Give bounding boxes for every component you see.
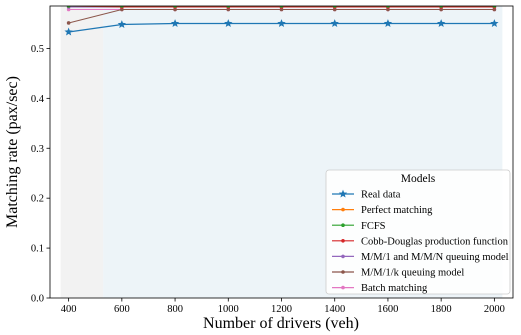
data-point-perfect-matching [386,2,390,6]
y-tick-label: 0.3 [31,144,44,155]
data-point-fcfs [226,6,231,8]
data-point-real-data [436,19,446,28]
legend-label: Real data [361,190,401,201]
data-point-fcfs [492,6,497,8]
data-point-perfect-matching [333,2,337,6]
legend-swatch-marker [341,270,345,274]
legend-item-fcfs: FCFS [332,221,386,232]
y-tick-label: 0.1 [31,244,44,255]
data-point-perfect-matching [226,2,230,6]
y-tick-label: 0.5 [31,44,44,55]
data-point-real-data [383,19,393,28]
data-point-fcfs [173,6,177,8]
series-perfect-matching [67,2,496,6]
data-point-m-m-1-k-queuing-model [332,7,337,12]
data-point-perfect-matching [67,2,71,6]
legend-label: Perfect matching [361,205,433,216]
data-point-fcfs [66,6,71,8]
legend-label: Batch matching [361,283,428,294]
x-tick-label: 1600 [377,304,398,315]
data-point-batch-matching [66,7,71,12]
data-point-fcfs [120,6,124,8]
data-point-m-m-1-k-queuing-model [386,7,390,12]
data-point-perfect-matching [439,2,443,6]
legend-title: Models [401,173,436,185]
series-fcfs [66,6,497,8]
y-tick-label: 0.0 [31,294,44,305]
x-axis-label: Number of drivers (veh) [203,315,359,332]
data-point-m-m-1-k-queuing-model [66,21,71,25]
x-tick-label: 1200 [271,304,292,315]
data-point-m-m-1-k-queuing-model [173,7,177,12]
legend-swatch-marker [341,254,345,259]
data-point-m-m-1-k-queuing-model [279,7,284,12]
legend-swatch-marker [341,285,345,290]
data-point-real-data [170,19,180,28]
legend-swatch-marker [341,207,345,212]
legend-label: M/M/1 and M/M/N queuing model [361,252,509,263]
series-layer [64,2,499,36]
data-point-real-data [330,19,339,28]
data-point-m-m-1-k-queuing-model [120,7,124,12]
legend-label: FCFS [361,221,386,232]
data-point-perfect-matching [173,2,177,6]
y-tick-label: 0.4 [31,94,45,105]
legend-label: Cobb-Douglas production function [361,236,509,247]
series-m-m-1-k-queuing-model [66,7,497,25]
series-real-data [64,19,499,36]
data-point-real-data [277,19,286,28]
x-tick-label: 400 [61,304,77,315]
x-tick-label: 600 [114,304,130,315]
legend-swatch-marker [341,223,345,227]
data-point-real-data [490,19,499,28]
legend-box [325,169,511,295]
axes: 400 600 800 1000 1200 1400 1600 1800 2000 0.0 0.1 0… [31,5,514,315]
y-tick-label: 0.2 [31,194,44,205]
data-point-real-data [117,20,127,29]
legend-item-real-data: Real data [332,189,401,201]
legend-label: M/M/1/k queuing model [361,268,464,279]
x-tick-label: 1400 [324,304,345,315]
shaded-region-1 [60,6,104,298]
data-point-m-m-1-k-queuing-model [492,7,497,12]
data-point-fcfs [332,6,337,8]
data-point-perfect-matching [120,2,124,6]
x-tick-label: 1800 [431,304,452,315]
data-point-perfect-matching [493,2,497,6]
legend-item-batch-matching: Batch matching [332,283,428,294]
data-point-m-m-1-k-queuing-model [226,7,231,12]
y-axis-label: Matching rate (pax/sec) [4,76,21,228]
legend-swatch-marker [338,189,348,198]
data-point-fcfs [386,6,390,8]
x-tick-label: 1000 [218,304,239,315]
legend-swatch-marker [341,239,345,243]
x-tick-label: 800 [167,304,183,315]
legend-item-cobb-douglas-production-function: Cobb-Douglas production function [332,236,509,247]
legend-item-perfect-matching: Perfect matching [332,205,433,216]
data-point-real-data [224,19,233,28]
legend-item-m-m-1-and-m-m-n-queuing-model: M/M/1 and M/M/N queuing model [332,252,509,263]
x-tick-label: 2000 [484,304,505,315]
data-point-real-data [64,27,73,36]
legend-item-m-m-1-k-queuing-model: M/M/1/k queuing model [332,268,464,279]
data-point-perfect-matching [280,2,284,6]
data-point-m-m-1-k-queuing-model [439,7,443,12]
data-point-fcfs [439,6,443,8]
data-point-fcfs [279,6,284,8]
